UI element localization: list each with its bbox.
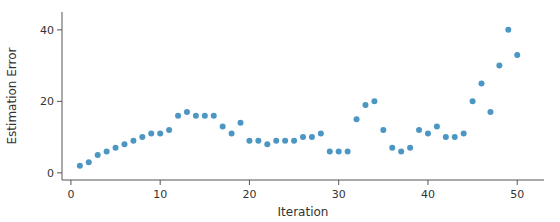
point — [327, 148, 333, 154]
point — [238, 120, 244, 126]
point — [461, 131, 467, 137]
point — [309, 134, 315, 140]
x-tick — [517, 180, 518, 185]
x-tick — [338, 180, 339, 185]
x-tick — [249, 180, 250, 185]
x-axis: 0 10 20 30 40 50 — [67, 180, 524, 201]
point — [86, 159, 92, 165]
x-tick-label: 0 — [67, 188, 74, 201]
point — [389, 145, 395, 151]
point — [487, 109, 493, 115]
point — [184, 109, 190, 115]
point — [398, 148, 404, 154]
point — [166, 127, 172, 133]
point — [434, 123, 440, 129]
x-tick-label: 40 — [421, 188, 435, 201]
point — [246, 138, 252, 144]
point — [95, 152, 101, 158]
point — [282, 138, 288, 144]
point — [407, 145, 413, 151]
x-axis-line — [62, 180, 544, 181]
point — [121, 141, 127, 147]
x-tick-label: 30 — [332, 188, 346, 201]
x-tick — [427, 180, 428, 185]
y-tick — [57, 29, 62, 30]
point — [193, 113, 199, 119]
point — [416, 127, 422, 133]
y-tick-label: 0 — [47, 167, 54, 180]
point — [139, 134, 145, 140]
point — [113, 145, 119, 151]
point — [425, 131, 431, 137]
point — [211, 113, 217, 119]
point — [354, 116, 360, 122]
point — [273, 138, 279, 144]
x-tick-label: 20 — [242, 188, 256, 201]
points — [77, 27, 520, 169]
point — [130, 138, 136, 144]
y-tick — [57, 101, 62, 102]
x-tick — [70, 180, 71, 185]
point — [505, 27, 511, 33]
chart: 0 10 20 30 40 50 0 20 40 Iteration Estimation Erro… — [0, 0, 560, 222]
point — [479, 80, 485, 86]
point — [336, 148, 342, 154]
point — [470, 98, 476, 104]
point — [202, 113, 208, 119]
x-tick-label: 50 — [510, 188, 524, 201]
point — [496, 63, 502, 69]
point — [291, 138, 297, 144]
point — [175, 113, 181, 119]
point — [371, 98, 377, 104]
point — [220, 123, 226, 129]
point — [300, 134, 306, 140]
point — [264, 141, 270, 147]
x-tick — [160, 180, 161, 185]
point — [362, 102, 368, 108]
y-tick-label: 40 — [40, 24, 54, 37]
y-axis-label: Estimation Error — [5, 47, 19, 144]
y-tick — [57, 172, 62, 173]
point — [514, 52, 520, 58]
point — [255, 138, 261, 144]
point — [148, 131, 154, 137]
y-axis-line — [62, 12, 63, 180]
point — [77, 163, 83, 169]
point — [104, 148, 110, 154]
point — [345, 148, 351, 154]
point — [443, 134, 449, 140]
point — [452, 134, 458, 140]
point — [318, 131, 324, 137]
point — [157, 131, 163, 137]
point — [380, 127, 386, 133]
point — [229, 131, 235, 137]
y-tick-label: 20 — [40, 95, 54, 108]
x-tick-label: 10 — [153, 188, 167, 201]
y-axis: 0 20 40 — [40, 24, 62, 180]
x-axis-label: Iteration — [278, 205, 329, 219]
